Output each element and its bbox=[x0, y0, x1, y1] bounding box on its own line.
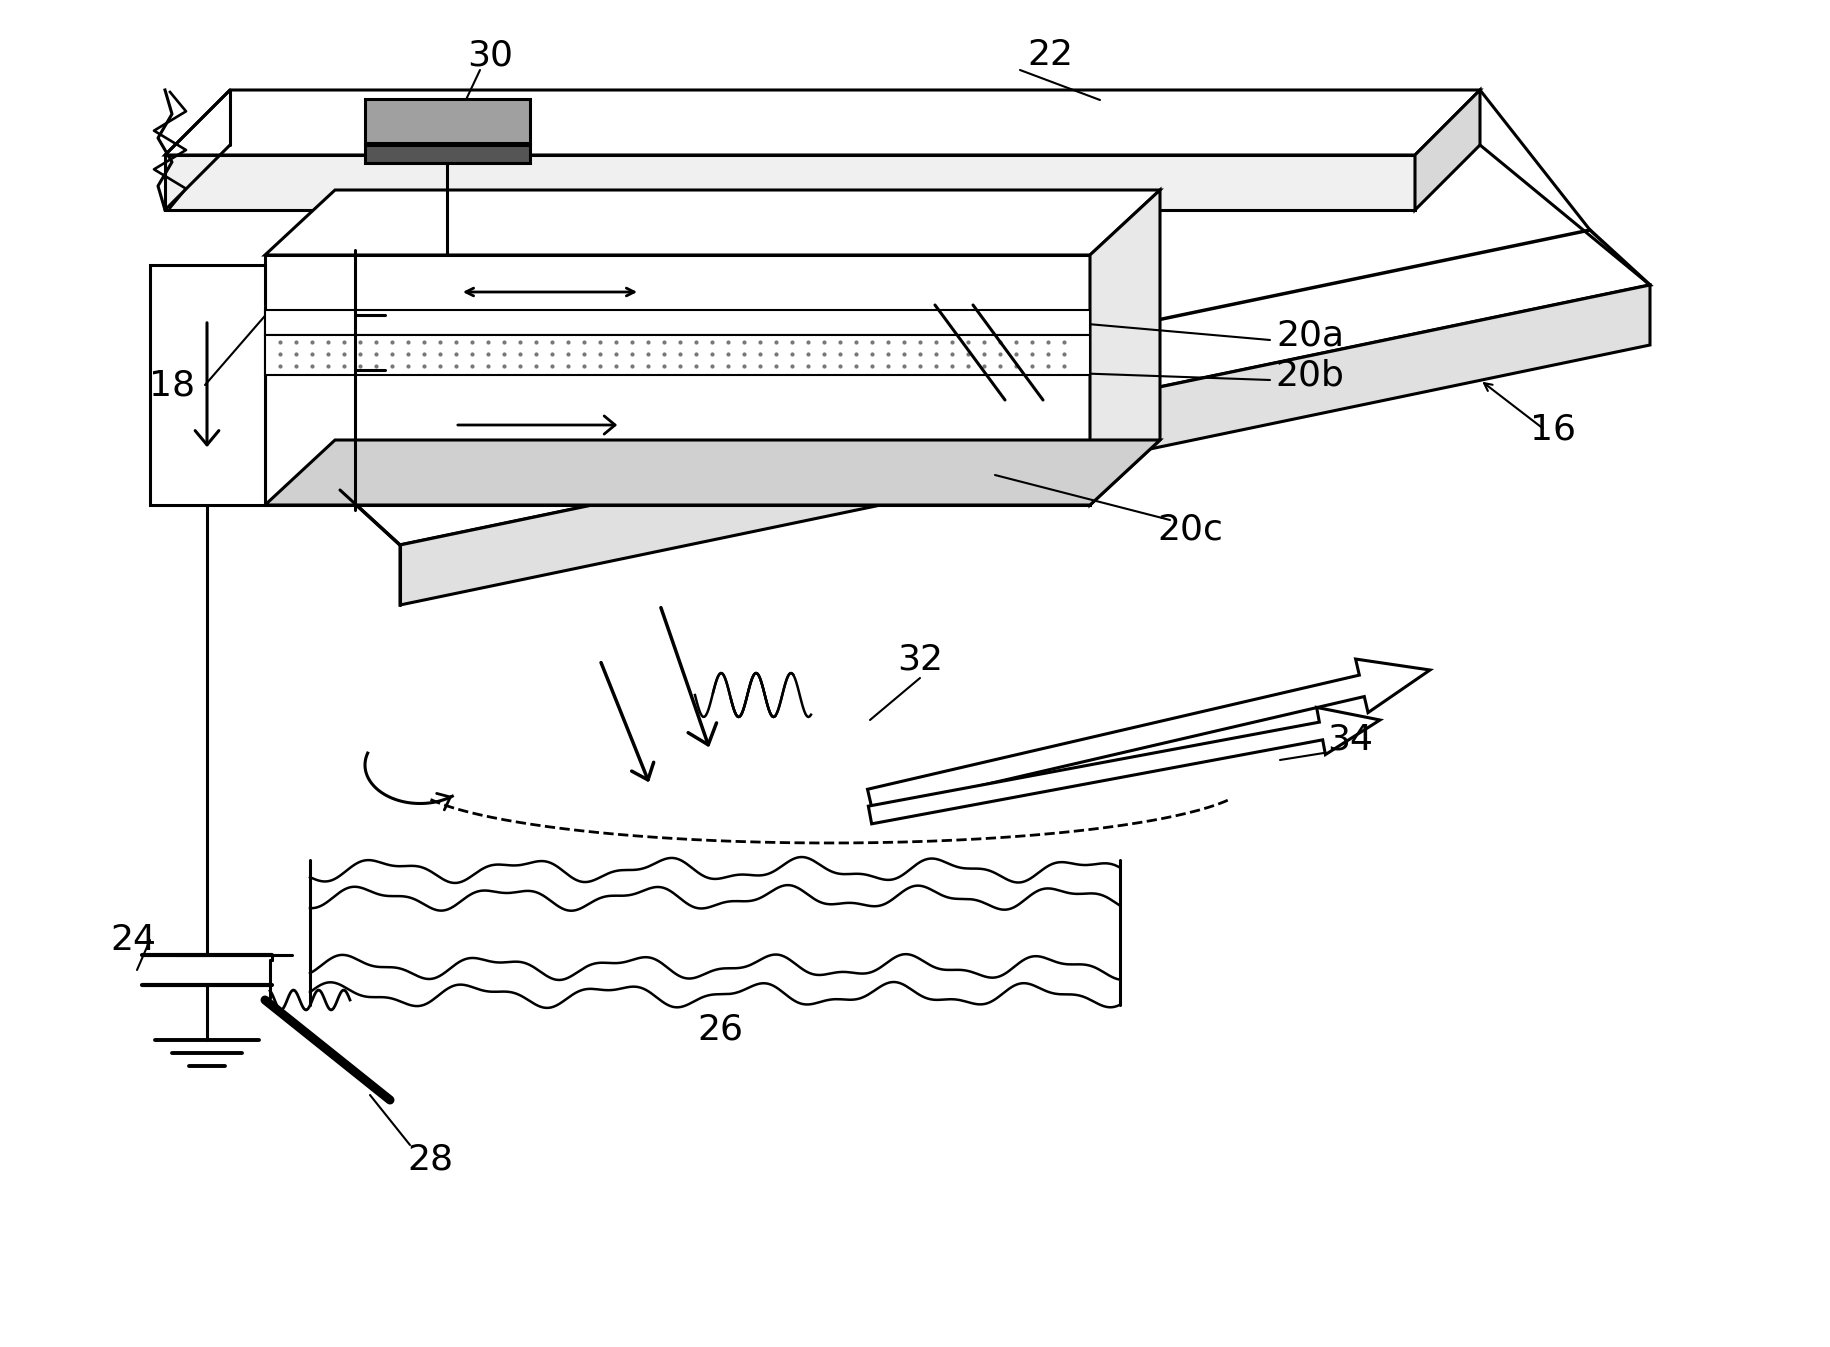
Text: 26: 26 bbox=[697, 1013, 743, 1047]
Polygon shape bbox=[340, 230, 1651, 546]
Text: 20a: 20a bbox=[1276, 318, 1343, 352]
Text: 16: 16 bbox=[1530, 414, 1576, 447]
Text: 32: 32 bbox=[897, 643, 942, 678]
Polygon shape bbox=[867, 659, 1429, 811]
Polygon shape bbox=[265, 190, 1160, 255]
Polygon shape bbox=[1091, 190, 1160, 505]
Polygon shape bbox=[401, 286, 1651, 605]
Polygon shape bbox=[1415, 90, 1480, 210]
Text: 20c: 20c bbox=[1157, 513, 1222, 547]
Polygon shape bbox=[364, 145, 531, 163]
Polygon shape bbox=[869, 707, 1380, 824]
Polygon shape bbox=[265, 255, 1091, 505]
Text: 28: 28 bbox=[406, 1144, 454, 1177]
Text: 20b: 20b bbox=[1276, 358, 1345, 392]
Text: 30: 30 bbox=[467, 38, 512, 71]
Text: 22: 22 bbox=[1027, 38, 1072, 71]
Text: 18: 18 bbox=[148, 368, 196, 401]
Polygon shape bbox=[165, 155, 1415, 210]
Text: 24: 24 bbox=[110, 923, 156, 956]
Polygon shape bbox=[265, 440, 1160, 505]
Text: 34: 34 bbox=[1327, 723, 1372, 757]
Polygon shape bbox=[265, 335, 1091, 374]
Polygon shape bbox=[364, 98, 531, 143]
Polygon shape bbox=[165, 90, 1480, 155]
Polygon shape bbox=[265, 310, 1091, 335]
Polygon shape bbox=[150, 265, 265, 505]
